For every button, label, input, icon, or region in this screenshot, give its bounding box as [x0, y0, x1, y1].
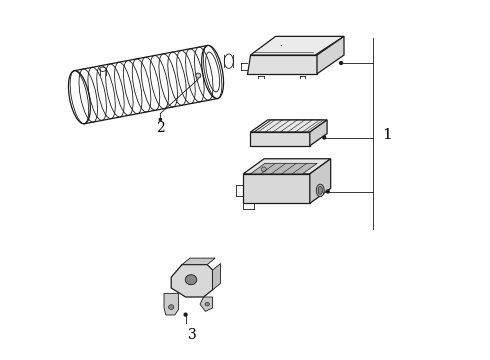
Text: 1: 1: [382, 128, 392, 142]
Polygon shape: [171, 265, 213, 297]
Polygon shape: [164, 293, 178, 315]
Circle shape: [326, 190, 329, 193]
Ellipse shape: [185, 275, 197, 285]
Ellipse shape: [205, 302, 209, 306]
Text: •: •: [280, 45, 282, 49]
Circle shape: [323, 136, 326, 139]
Circle shape: [159, 118, 162, 121]
Polygon shape: [247, 55, 317, 74]
Polygon shape: [250, 36, 344, 55]
Text: 2: 2: [156, 121, 165, 135]
Ellipse shape: [262, 167, 266, 172]
Polygon shape: [317, 36, 344, 74]
Polygon shape: [250, 132, 310, 146]
Polygon shape: [243, 159, 331, 174]
Circle shape: [340, 62, 343, 64]
Ellipse shape: [316, 184, 324, 197]
Polygon shape: [200, 297, 213, 311]
Circle shape: [184, 313, 187, 316]
Text: 3: 3: [189, 328, 197, 342]
Polygon shape: [213, 264, 220, 290]
Ellipse shape: [196, 73, 201, 78]
Polygon shape: [182, 258, 215, 265]
Ellipse shape: [169, 305, 174, 309]
Polygon shape: [243, 174, 310, 203]
Ellipse shape: [318, 186, 322, 194]
Polygon shape: [250, 120, 327, 132]
Polygon shape: [310, 120, 327, 146]
Polygon shape: [310, 159, 331, 203]
Polygon shape: [250, 163, 317, 174]
